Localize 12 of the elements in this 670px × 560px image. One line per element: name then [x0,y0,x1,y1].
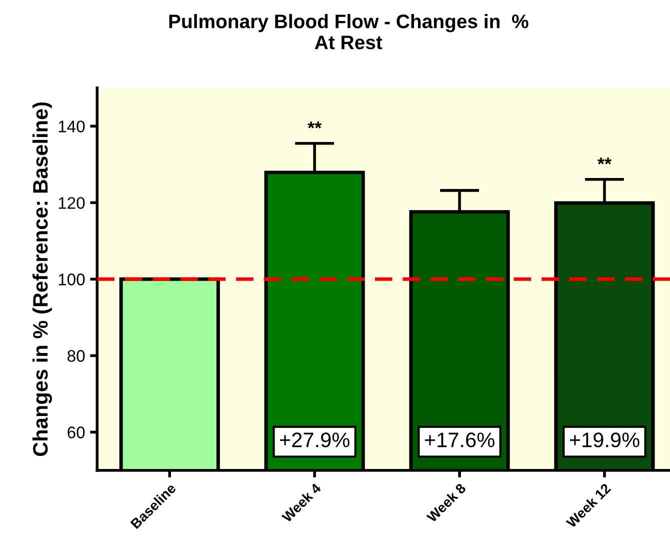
chart-title: Pulmonary Blood Flow - Changes in % At Rest [169,14,528,50]
y-tick-label: 140 [58,120,85,132]
y-tick-label: 100 [58,274,85,286]
annotation: +27.9% [280,432,350,448]
y-axis-title: Changes in % (Reference: Baseline) [32,102,52,456]
annotation: ** [598,158,612,164]
y-tick-label: 120 [58,197,85,209]
y-tick-label: 60 [68,426,85,438]
y-tick-label: 80 [68,350,85,362]
annotation: ** [308,122,322,128]
annotation: +19.9% [570,432,640,448]
annotation: +17.6% [424,432,494,448]
